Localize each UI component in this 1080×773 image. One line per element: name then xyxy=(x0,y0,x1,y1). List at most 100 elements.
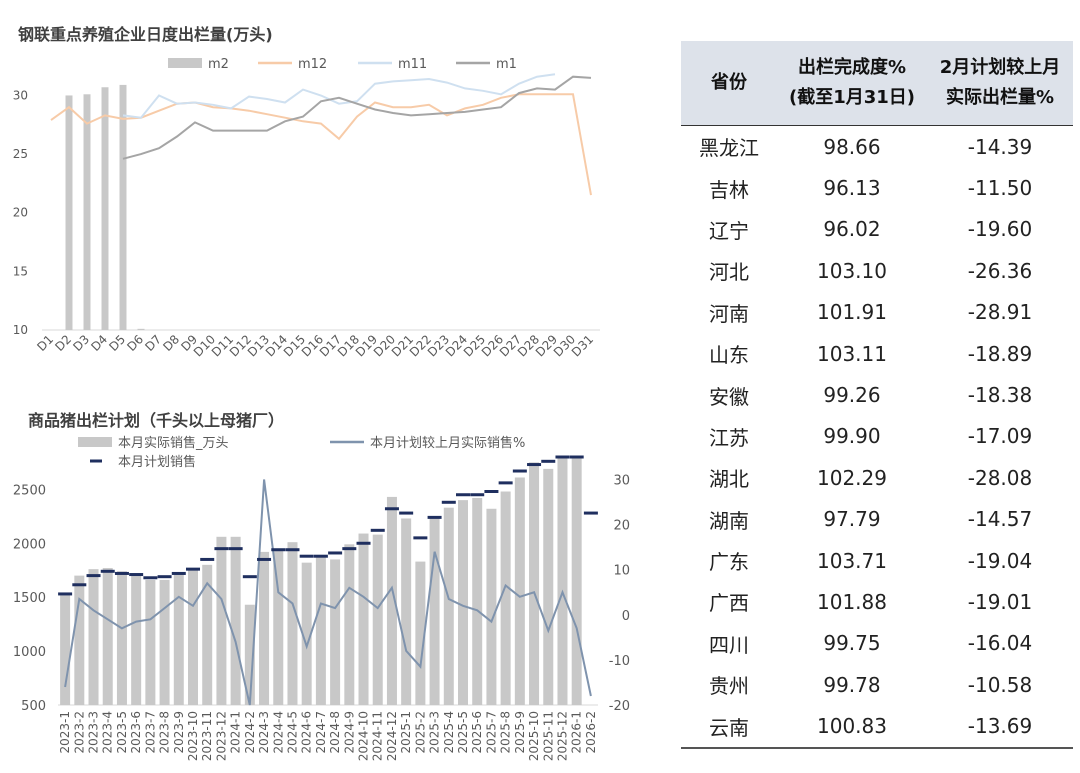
x-tick-label: 2025-12 xyxy=(555,711,569,761)
cell-province: 河南 xyxy=(709,301,749,326)
table-row: 广西 101.88 -19.01 xyxy=(681,581,1073,622)
bar-actual-sales xyxy=(344,544,355,705)
bar-m2 xyxy=(65,95,73,330)
y-left-tick-label: 1000 xyxy=(13,645,46,660)
bar-actual-sales xyxy=(557,457,568,705)
x-tick-label: 2024-3 xyxy=(257,711,271,754)
cell-province: 安徽 xyxy=(709,384,749,409)
cell-plan-change: -19.04 xyxy=(967,548,1033,573)
cell-completion: 103.11 xyxy=(817,341,887,366)
line-m1 xyxy=(122,75,592,160)
x-tick-label: 2025-11 xyxy=(541,711,555,761)
cell-plan-change: -14.39 xyxy=(967,134,1033,159)
bar-actual-sales xyxy=(301,562,312,705)
cell-province: 吉林 xyxy=(709,177,749,202)
y-left-tick-label: 1500 xyxy=(13,591,46,606)
bar-actual-sales xyxy=(415,561,426,705)
bar-actual-sales xyxy=(60,593,71,705)
x-tick-label: 2023-3 xyxy=(87,711,101,754)
table-row: 辽宁 96.02 -19.60 xyxy=(681,209,1073,250)
x-tick-label: 2024-9 xyxy=(342,711,356,754)
bar-actual-sales xyxy=(230,536,241,705)
x-tick-label: 2023-11 xyxy=(200,711,214,761)
legend-label: 本月计划较上月实际销售% xyxy=(370,435,525,451)
y-right-tick-label: 0 xyxy=(622,609,630,624)
bar-actual-sales xyxy=(188,570,198,705)
x-tick-label: 2023-1 xyxy=(58,711,72,754)
table-row: 湖北 102.29 -28.08 xyxy=(681,457,1073,498)
cell-plan-change: -28.91 xyxy=(967,300,1033,325)
y-tick-label: 20 xyxy=(13,206,28,220)
bar-actual-sales xyxy=(102,568,113,705)
cell-plan-change: -17.09 xyxy=(967,424,1033,449)
cell-province: 山东 xyxy=(709,343,749,368)
cell-completion: 97.79 xyxy=(823,507,881,532)
legend-swatch xyxy=(78,437,112,447)
chart2-title: 商品猪出栏计划（千头以上母猪厂） xyxy=(28,411,285,430)
table-row: 河南 101.91 -28.91 xyxy=(681,292,1073,333)
cell-plan-change: -13.69 xyxy=(927,705,1073,749)
cell-plan-change: -19.60 xyxy=(967,217,1033,242)
cell-completion: 98.66 xyxy=(823,134,881,159)
x-tick-label: 2025-3 xyxy=(428,711,442,754)
x-tick-label: 2025-4 xyxy=(442,711,456,754)
table-row: 黑龙江 98.66 -14.39 xyxy=(681,126,1073,168)
cell-completion: 101.88 xyxy=(817,589,887,614)
cell-province: 黑龙江 xyxy=(699,136,759,161)
bar-actual-sales xyxy=(159,579,170,705)
cell-completion: 96.02 xyxy=(823,217,881,242)
bar-actual-sales xyxy=(543,468,554,705)
legend-swatch xyxy=(168,58,202,68)
cell-completion: 102.29 xyxy=(817,465,887,490)
cell-province: 广东 xyxy=(709,550,749,575)
x-tick-label: 2025-7 xyxy=(484,711,498,754)
table-row: 湖南 97.79 -14.57 xyxy=(681,499,1073,540)
cell-plan-change: -16.04 xyxy=(967,631,1033,656)
cell-plan-change: -18.38 xyxy=(967,383,1033,408)
x-tick-label: 2023-7 xyxy=(143,711,157,754)
cell-province: 辽宁 xyxy=(709,218,749,243)
bar-actual-sales xyxy=(358,533,369,705)
bar-actual-sales xyxy=(500,491,511,705)
cell-province: 江苏 xyxy=(709,425,749,450)
x-tick-label: 2023-4 xyxy=(101,711,115,754)
cell-plan-change: -28.08 xyxy=(967,465,1033,490)
table-row: 贵州 99.78 -10.58 xyxy=(681,664,1073,705)
bar-actual-sales xyxy=(88,569,99,705)
bar-m2 xyxy=(101,87,109,330)
bar-actual-sales xyxy=(145,579,156,705)
line-plan-change xyxy=(64,479,592,706)
daily-slaughter-chart: 1015202530D1D2D3D4D5D6D7D8D9D10D11D12D13… xyxy=(13,57,600,359)
cell-completion: 101.91 xyxy=(817,300,887,325)
cell-province: 湖北 xyxy=(709,467,749,492)
bar-actual-sales xyxy=(74,575,85,705)
table-row: 江苏 99.90 -17.09 xyxy=(681,416,1073,457)
bar-actual-sales xyxy=(486,508,497,705)
bar-actual-sales xyxy=(429,518,440,705)
x-tick-label: 2023-8 xyxy=(158,711,172,754)
table-row: 山东 103.11 -18.89 xyxy=(681,333,1073,374)
bar-actual-sales xyxy=(372,534,383,705)
bar-m2 xyxy=(119,84,127,331)
cell-province: 云南 xyxy=(681,705,777,749)
y-tick-label: 10 xyxy=(13,323,28,337)
cell-completion: 103.71 xyxy=(817,548,887,573)
x-tick-label: 2026-2 xyxy=(584,711,598,754)
x-tick-label: 2024-12 xyxy=(385,711,399,761)
x-tick-label: 2024-10 xyxy=(357,711,371,761)
x-tick-label: 2025-1 xyxy=(399,711,413,754)
x-tick-label: 2025-8 xyxy=(499,711,513,754)
table-row: 云南 100.83 -13.69 xyxy=(681,705,1073,749)
bar-actual-sales xyxy=(315,557,326,705)
bar-actual-sales xyxy=(443,507,454,705)
cell-plan-change: -10.58 xyxy=(967,672,1033,697)
cell-completion: 103.10 xyxy=(817,258,887,283)
cell-province: 湖南 xyxy=(709,508,749,533)
cell-province: 四川 xyxy=(709,632,749,657)
table-row: 安徽 99.26 -18.38 xyxy=(681,374,1073,415)
x-tick-label: 2023-10 xyxy=(186,711,200,761)
bar-actual-sales xyxy=(529,462,540,705)
bar-actual-sales xyxy=(330,559,341,705)
line-m11 xyxy=(122,73,556,119)
x-tick-label: 2025-5 xyxy=(456,711,470,754)
